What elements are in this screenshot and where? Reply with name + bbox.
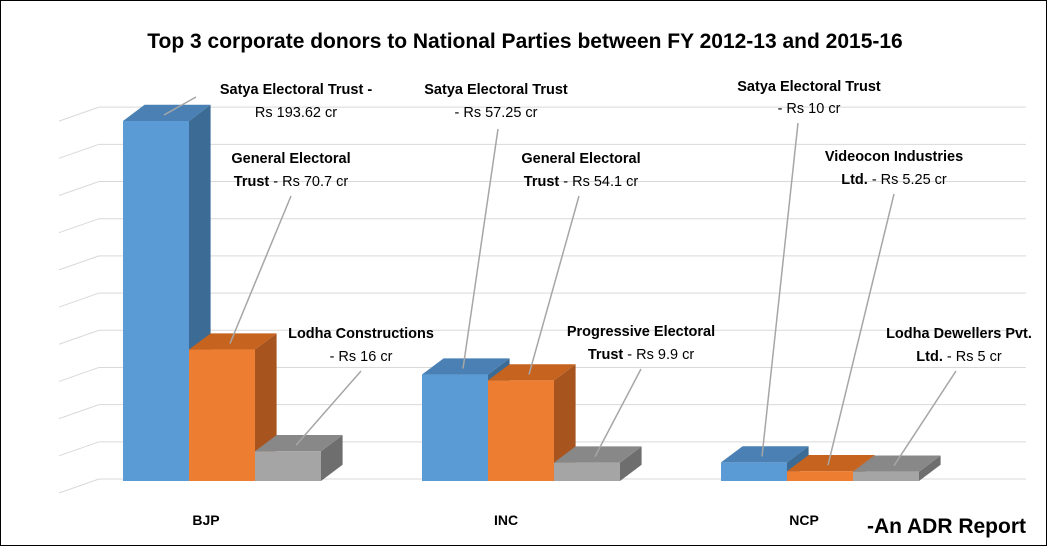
bar-front <box>554 462 620 481</box>
bar-front <box>255 451 321 481</box>
data-label-inc-0-line1: Satya Electoral Trust <box>424 82 568 98</box>
grid-side-line <box>58 366 100 382</box>
chart-title: Top 3 corporate donors to National Parti… <box>147 30 902 53</box>
data-label-bjp-0-line1: Satya Electoral Trust - <box>220 82 372 98</box>
leader-line <box>229 195 292 344</box>
data-label-inc-2-line2: Trust - Rs 9.9 cr <box>588 347 695 363</box>
bar-front <box>853 471 919 481</box>
leader-lines <box>163 96 957 467</box>
bar-top <box>422 358 510 375</box>
data-label-ncp-0-line1: Satya Electoral Trust <box>737 79 881 95</box>
grid-side-line <box>58 404 100 420</box>
bar-ncp-3 <box>853 455 941 481</box>
category-label-bjp: BJP <box>192 512 219 528</box>
bar-side <box>919 455 941 481</box>
data-label-bjp-2-line1: Lodha Constructions <box>288 326 434 342</box>
category-labels: BJP INC NCP <box>192 512 818 528</box>
bar-front <box>422 374 488 481</box>
bar-side <box>321 435 343 481</box>
bar-bjp-2 <box>189 333 277 481</box>
grid-side-line <box>58 441 100 457</box>
category-label-inc: INC <box>494 512 518 528</box>
bar-bjp-3 <box>255 435 343 481</box>
grid-side-line <box>58 292 100 308</box>
data-label-inc-1-line1: General Electoral <box>521 151 640 167</box>
bar-front <box>123 121 189 481</box>
data-label-bjp-2-line2: - Rs 16 cr <box>330 349 393 365</box>
data-label-ncp-1-line1: Videocon Industries <box>825 149 963 165</box>
bar-inc-3 <box>554 446 642 481</box>
data-label-ncp-2-line2: Ltd. - Rs 5 cr <box>916 349 1002 365</box>
leader-line <box>295 370 362 446</box>
leader-line <box>528 195 580 375</box>
grid-side-line <box>58 218 100 234</box>
data-label-ncp-2-line1: Lodha Dewellers Pvt. <box>886 326 1032 342</box>
data-label-bjp-1-line2: Trust - Rs 70.7 cr <box>234 174 349 190</box>
data-label-inc-1-line2: Trust - Rs 54.1 cr <box>524 174 639 190</box>
data-label-ncp-1-line2: Ltd. - Rs 5.25 cr <box>841 172 947 188</box>
grid-side-line <box>58 478 100 494</box>
leader-line <box>893 370 957 467</box>
bar-front <box>189 349 255 481</box>
grid-side-line <box>58 255 100 271</box>
grid-side-line <box>58 181 100 196</box>
leader-line <box>462 128 499 369</box>
grid-side-line <box>58 329 100 345</box>
data-label-inc-0-line2: - Rs 57.25 cr <box>455 105 538 121</box>
footer-report-label: -An ADR Report <box>867 515 1026 538</box>
leader-line <box>163 96 197 116</box>
bar-top <box>787 455 875 472</box>
bar-top <box>488 364 576 381</box>
bar-side <box>620 446 642 481</box>
data-labels: Satya Electoral Trust - Rs 193.62 cr Gener… <box>220 79 1032 365</box>
bar-top <box>554 446 642 463</box>
bars-layer <box>123 104 941 482</box>
grid-side-line <box>58 106 100 122</box>
bar-front <box>488 380 554 481</box>
leader-line <box>761 122 799 457</box>
leader-line <box>594 368 642 457</box>
bar-top <box>721 446 809 463</box>
bar-top <box>189 333 277 350</box>
bar-top <box>853 455 941 472</box>
bar-front <box>787 471 853 481</box>
data-label-bjp-1-line1: General Electoral <box>231 151 350 167</box>
data-label-ncp-0-line2: - Rs 10 cr <box>778 101 841 117</box>
category-label-ncp: NCP <box>789 512 819 528</box>
data-label-inc-2-line1: Progressive Electoral <box>567 324 715 340</box>
data-label-bjp-0-line2: Rs 193.62 cr <box>255 105 337 121</box>
grid-side-line <box>58 143 100 159</box>
bar-front <box>721 462 787 481</box>
leader-line <box>827 193 895 466</box>
